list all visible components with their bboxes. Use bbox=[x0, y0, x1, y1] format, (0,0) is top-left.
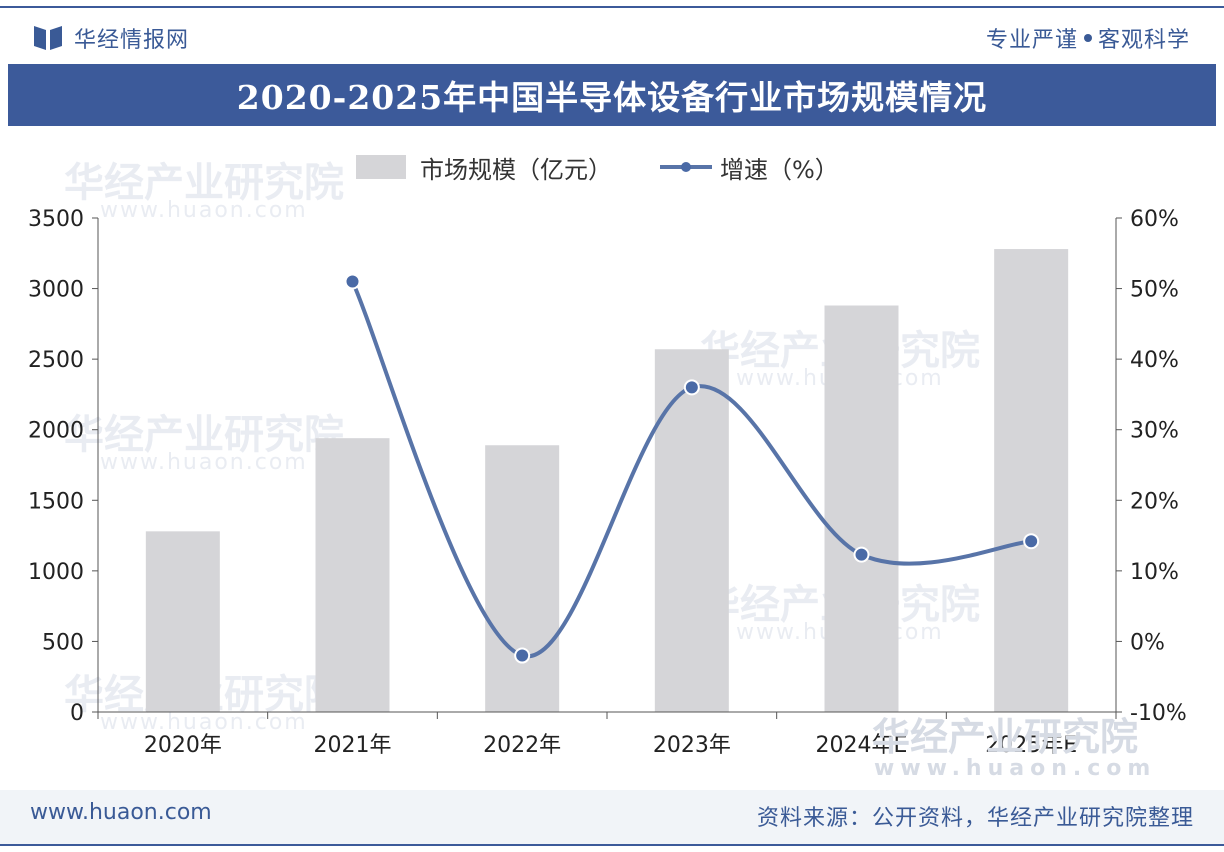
y-right-tick-label: 10% bbox=[1130, 560, 1179, 585]
y-left-tick-label: 1500 bbox=[28, 489, 84, 514]
slogan-left: 专业严谨 bbox=[985, 28, 1078, 53]
y-right-tick-label: 0% bbox=[1130, 630, 1165, 655]
growth-line bbox=[350, 280, 1032, 659]
legend: 市场规模（亿元） 增速（%） bbox=[356, 147, 839, 187]
bar bbox=[654, 349, 729, 712]
growth-point bbox=[344, 273, 361, 290]
y-left-tick-label: 3000 bbox=[28, 278, 84, 303]
bar bbox=[824, 305, 899, 712]
footer-rule bbox=[0, 844, 1224, 846]
y-left-tick-label: 2500 bbox=[28, 348, 84, 373]
y-right-tick-label: 30% bbox=[1130, 419, 1179, 444]
y-left-tick-label: 2000 bbox=[28, 419, 84, 444]
y-left-tick-label: 3500 bbox=[28, 207, 84, 232]
growth-point bbox=[853, 546, 870, 563]
header: 华经情报网 专业严谨 客观科学 bbox=[0, 8, 1224, 64]
x-tick-label: 2020年 bbox=[144, 733, 222, 758]
x-tick-label: 2024年E bbox=[816, 733, 908, 758]
y-right-tick-label: 50% bbox=[1130, 278, 1179, 303]
x-tick-label: 2025年E bbox=[985, 733, 1077, 758]
y-left-tick-label: 1000 bbox=[28, 560, 84, 585]
x-tick-label: 2022年 bbox=[483, 733, 561, 758]
x-tick-label: 2023年 bbox=[653, 733, 731, 758]
slogan: 专业严谨 客观科学 bbox=[986, 22, 1190, 54]
y-right-tick-label: 60% bbox=[1130, 207, 1179, 232]
footer-url[interactable]: www.huaon.com bbox=[30, 800, 212, 825]
y-left-tick-label: 500 bbox=[42, 630, 84, 655]
legend-line-label: 增速（%） bbox=[720, 155, 839, 184]
y-right-tick-label: -10% bbox=[1130, 701, 1187, 726]
brand-name: 华经情报网 bbox=[74, 28, 190, 53]
legend-bar-swatch bbox=[356, 155, 406, 179]
growth-point bbox=[514, 647, 531, 664]
y-right-tick-label: 40% bbox=[1130, 348, 1179, 373]
legend-line-swatch bbox=[660, 162, 712, 172]
growth-point bbox=[683, 379, 700, 396]
slogan-right: 客观科学 bbox=[1097, 28, 1190, 53]
brand: 华经情报网 bbox=[34, 22, 189, 54]
footer bbox=[0, 790, 1224, 844]
chart-title: 2020-2025年中国半导体设备行业市场规模情况 bbox=[8, 64, 1216, 126]
bar bbox=[485, 445, 560, 712]
slogan-dot-icon bbox=[1083, 34, 1092, 42]
legend-bar-label: 市场规模（亿元） bbox=[420, 155, 612, 184]
x-tick-label: 2021年 bbox=[314, 733, 392, 758]
bar bbox=[145, 531, 220, 712]
brand-logo-icon bbox=[34, 26, 62, 50]
y-right-tick-label: 20% bbox=[1130, 489, 1179, 514]
bar bbox=[994, 249, 1069, 712]
bar bbox=[315, 438, 390, 712]
growth-point bbox=[1023, 533, 1040, 550]
top-rule bbox=[0, 6, 1224, 8]
footer-source: 资料来源：公开资料，华经产业研究院整理 bbox=[756, 806, 1194, 831]
y-left-tick-label: 0 bbox=[70, 701, 84, 726]
